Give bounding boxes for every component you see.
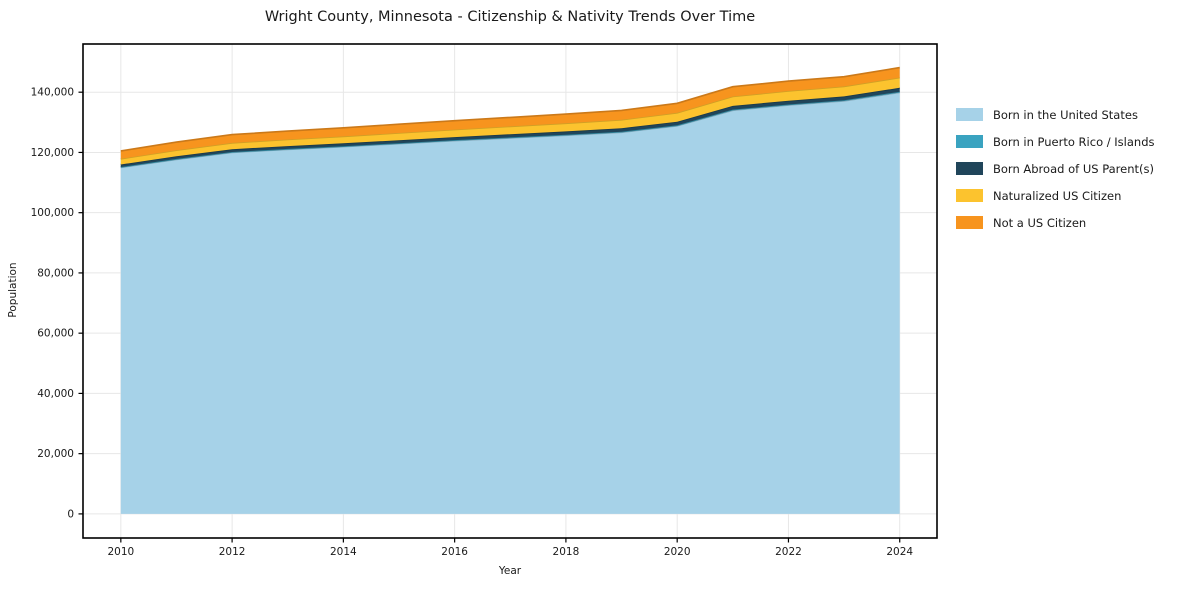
tick-label-x: 2020: [664, 546, 691, 558]
legend-item-naturalized: Naturalized US Citizen: [956, 182, 1155, 209]
legend-item-born-us: Born in the United States: [956, 101, 1155, 128]
tick-label-x: 2022: [775, 546, 802, 558]
legend-swatch-born-us: [956, 108, 983, 121]
tick-label-y: 0: [67, 508, 74, 520]
tick-label-x: 2014: [330, 546, 357, 558]
legend-label-naturalized: Naturalized US Citizen: [993, 188, 1122, 203]
legend-item-born-abroad: Born Abroad of US Parent(s): [956, 155, 1155, 182]
plot-border: [82, 43, 938, 539]
legend-label-pr-islands: Born in Puerto Rico / Islands: [993, 134, 1155, 149]
area-not-a-us-citizen: [120, 67, 900, 159]
tick-label-y: 80,000: [37, 267, 74, 279]
tick-label-x: 2012: [219, 546, 246, 558]
legend-swatch-naturalized: [956, 189, 983, 202]
legend-swatch-not-citizen: [956, 216, 983, 229]
legend-label-born-abroad: Born Abroad of US Parent(s): [993, 161, 1154, 176]
y-axis-label: Population: [7, 262, 19, 318]
tick-label-y: 100,000: [31, 207, 74, 219]
legend-item-not-citizen: Not a US Citizen: [956, 209, 1155, 236]
area-born-in-the-united-states: [120, 92, 900, 514]
x-axis-label: Year: [498, 565, 522, 577]
tick-label-x: 2010: [107, 546, 134, 558]
legend-item-pr-islands: Born in Puerto Rico / Islands: [956, 128, 1155, 155]
edge-not-a-us-citizen: [120, 66, 900, 152]
tick-label-x: 2024: [886, 546, 913, 558]
area-naturalized-us-citizen: [120, 77, 900, 165]
tick-label-y: 60,000: [37, 328, 74, 340]
tick-label-x: 2018: [553, 546, 580, 558]
chart-title: Wright County, Minnesota - Citizenship &…: [264, 9, 756, 25]
legend-swatch-pr-islands: [956, 135, 983, 148]
tick-label-y: 140,000: [31, 87, 74, 99]
tick-label-y: 20,000: [37, 448, 74, 460]
tick-label-y: 120,000: [31, 147, 74, 159]
legend: Born in the United States Born in Puerto…: [956, 101, 1155, 236]
area-born-abroad-of-us-parent-s: [120, 87, 900, 167]
legend-label-not-citizen: Not a US Citizen: [993, 215, 1087, 230]
tick-label-x: 2016: [441, 546, 468, 558]
legend-label-born-us: Born in the United States: [993, 107, 1138, 122]
legend-swatch-born-abroad: [956, 162, 983, 175]
tick-label-y: 40,000: [37, 388, 74, 400]
